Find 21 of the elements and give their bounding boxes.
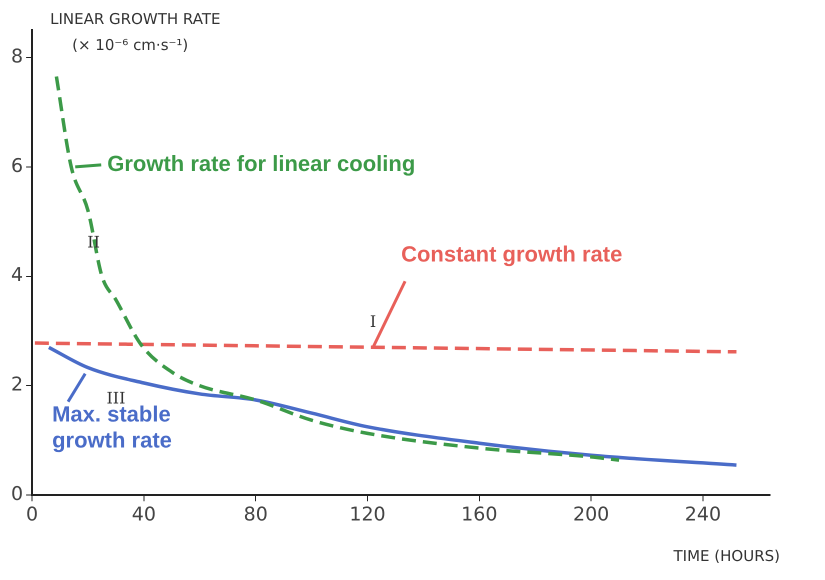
legend-label: Growth rate for linear cooling [107,150,416,176]
x-tick-label: 80 [244,504,268,526]
x-tick-label: 240 [684,504,722,526]
x-tick-label: 120 [349,504,386,526]
x-tick-label: 160 [461,504,498,526]
text: Constant growth rate [401,241,622,266]
y-tick-label: 4 [10,264,24,286]
y-tick-label: 6 [10,154,24,177]
annotation: I [370,312,376,331]
annotation: III [106,388,126,408]
y-axis-title: LINEAR GROWTH RATE (× 10⁻⁶ cm·s⁻¹) [50,10,220,54]
line-series [47,346,738,467]
line-series [54,74,621,462]
x-tick-label: 0 [26,504,38,526]
y-tick-label: 0 [10,483,24,506]
x-axis-title: TIME (HOURS) [672,547,780,566]
x-tick-label: 40 [132,504,156,526]
x-tick-label: 200 [572,504,610,526]
annotation: II [87,232,100,252]
y-tick-label: 8 [10,45,24,68]
y-tick-label: 2 [10,374,24,396]
